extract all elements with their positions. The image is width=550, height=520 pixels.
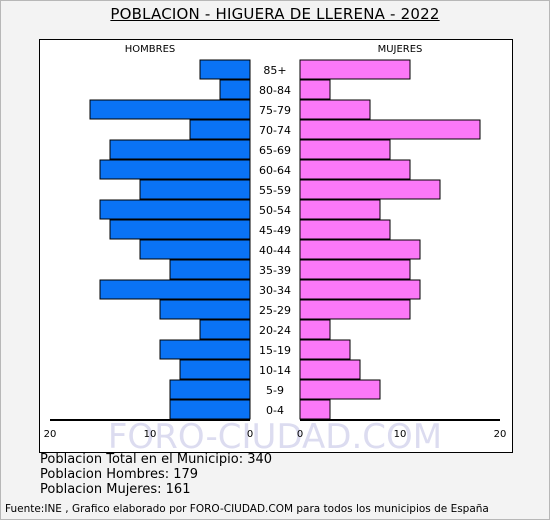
age-label: 0-4: [266, 404, 284, 417]
hombres-label: HOMBRES: [125, 44, 176, 55]
bar-mujeres-5-9: [299, 379, 381, 400]
bar-hombres-10-14: [179, 359, 251, 380]
source-footer: Fuente:INE , Grafico elaborado por FORO-…: [5, 503, 489, 515]
age-label: 25-29: [259, 304, 291, 317]
bar-mujeres-45-49: [299, 219, 391, 240]
bar-hombres-65-69: [109, 139, 251, 160]
bar-hombres-80-84: [219, 79, 251, 100]
bar-hombres-70-74: [189, 119, 251, 140]
stat-men: Poblacion Hombres: 179: [40, 467, 199, 482]
x-tick-label-left: 20: [44, 429, 57, 440]
bar-hombres-60-64: [99, 159, 251, 180]
watermark-text: FORO-CIUDAD.COM: [108, 417, 442, 457]
age-label: 45-49: [259, 224, 291, 237]
age-label: 20-24: [259, 324, 291, 337]
bar-mujeres-35-39: [299, 259, 411, 280]
bar-hombres-35-39: [169, 259, 251, 280]
x-tick-label-left: 0: [247, 429, 253, 440]
x-tick-label-right: 0: [297, 429, 303, 440]
age-label: 55-59: [259, 184, 291, 197]
bar-hombres-55-59: [139, 179, 251, 200]
age-label: 30-34: [259, 284, 291, 297]
stat-women: Poblacion Mujeres: 161: [40, 482, 191, 497]
bar-mujeres-25-29: [299, 299, 411, 320]
age-label: 5-9: [266, 384, 284, 397]
bar-mujeres-65-69: [299, 139, 391, 160]
bar-mujeres-85+: [299, 59, 411, 80]
mujeres-label: MUJERES: [378, 44, 423, 55]
bar-hombres-5-9: [169, 379, 251, 400]
bar-mujeres-20-24: [299, 319, 331, 340]
bar-mujeres-75-79: [299, 99, 371, 120]
bar-mujeres-10-14: [299, 359, 361, 380]
x-tick-label-left: 10: [144, 429, 157, 440]
age-label: 10-14: [259, 364, 291, 377]
age-label: 15-19: [259, 344, 291, 357]
x-tick-label-right: 20: [494, 429, 507, 440]
bar-hombres-15-19: [159, 339, 251, 360]
bar-mujeres-80-84: [299, 79, 331, 100]
age-label: 50-54: [259, 204, 291, 217]
bar-mujeres-50-54: [299, 199, 381, 220]
bar-hombres-30-34: [99, 279, 251, 300]
stat-total: Poblacion Total en el Municipio: 340: [40, 452, 273, 467]
age-label: 65-69: [259, 144, 291, 157]
bar-mujeres-15-19: [299, 339, 351, 360]
age-label: 85+: [263, 64, 286, 77]
bar-mujeres-30-34: [299, 279, 421, 300]
age-label: 80-84: [259, 84, 291, 97]
chart-title: POBLACION - HIGUERA DE LLERENA - 2022: [110, 5, 440, 23]
bar-hombres-50-54: [99, 199, 251, 220]
stats-block: Poblacion Total en el Municipio: 340 Pob…: [40, 452, 272, 497]
bar-mujeres-60-64: [299, 159, 411, 180]
age-label: 60-64: [259, 164, 291, 177]
bar-mujeres-0-4: [299, 399, 331, 420]
age-label: 75-79: [259, 104, 291, 117]
age-label: 35-39: [259, 264, 291, 277]
bar-mujeres-55-59: [299, 179, 441, 200]
age-label: 70-74: [259, 124, 291, 137]
bar-hombres-75-79: [89, 99, 251, 120]
bar-hombres-20-24: [199, 319, 251, 340]
x-tick-label-right: 10: [394, 429, 407, 440]
bar-hombres-45-49: [109, 219, 251, 240]
bar-hombres-85+: [199, 59, 251, 80]
bar-mujeres-40-44: [299, 239, 421, 260]
bar-hombres-25-29: [159, 299, 251, 320]
bar-hombres-40-44: [139, 239, 251, 260]
bar-hombres-0-4: [169, 399, 251, 420]
bar-mujeres-70-74: [299, 119, 481, 140]
age-label: 40-44: [259, 244, 291, 257]
